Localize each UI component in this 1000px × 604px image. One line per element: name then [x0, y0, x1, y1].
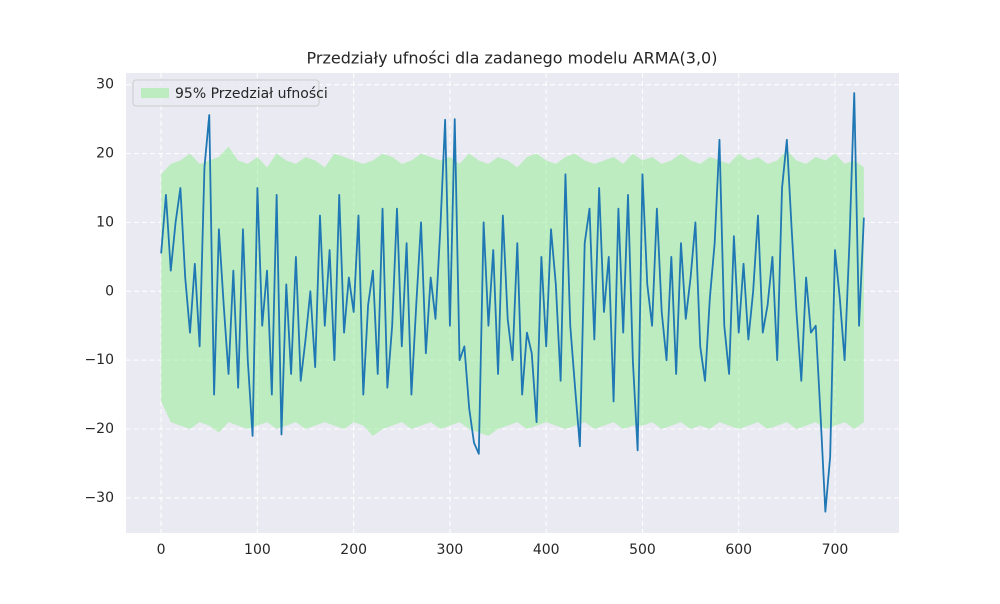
- legend-swatch: [141, 88, 169, 98]
- x-tick-label: 700: [822, 542, 849, 558]
- data-line: [160, 92, 865, 513]
- y-tick-label: −10: [84, 352, 114, 368]
- y-tick-label: 0: [105, 283, 114, 299]
- confidence-band: [161, 146, 864, 436]
- x-tick-label: 400: [533, 542, 560, 558]
- legend-box: [132, 79, 320, 107]
- y-tick-label: 10: [96, 214, 114, 230]
- x-tick-label: 600: [725, 542, 752, 558]
- x-tick-label: 500: [629, 542, 656, 558]
- y-tick-label: 20: [96, 146, 114, 162]
- x-tick-label: 200: [340, 542, 367, 558]
- y-tick-label: −30: [84, 490, 114, 506]
- chart-title: Przedziały ufności dla zadanego modelu A…: [307, 49, 718, 68]
- y-tick-label: −20: [84, 421, 114, 437]
- x-tick-label: 100: [244, 542, 271, 558]
- legend-label: 95% Przedział ufności: [175, 86, 328, 102]
- x-tick-label: 0: [157, 542, 166, 558]
- y-tick-label: 30: [96, 77, 114, 93]
- x-tick-label: 300: [437, 542, 464, 558]
